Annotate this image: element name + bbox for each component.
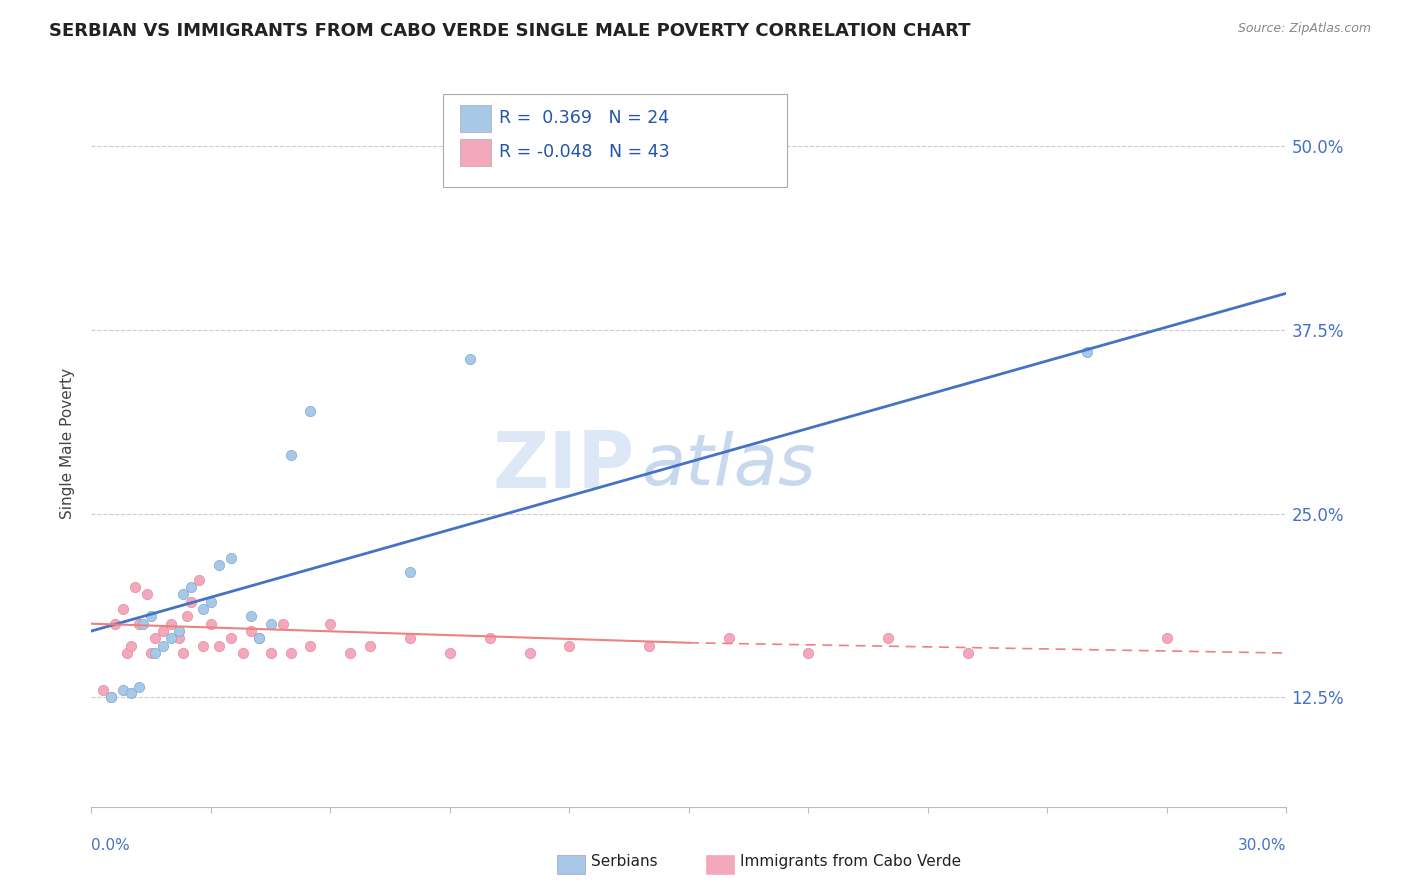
Point [115,646,138,660]
Point [100,690,122,705]
Point [188,573,211,587]
Point [1076,345,1098,359]
Point [167,624,190,638]
Point [219,550,242,565]
Point [191,602,214,616]
Point [132,616,155,631]
Point [167,632,190,646]
Point [359,639,381,653]
Point [200,616,222,631]
Point [120,639,142,653]
Text: 30.0%: 30.0% [1239,838,1286,853]
Point [141,609,162,624]
Point [478,632,501,646]
Point [180,580,202,594]
Point [239,609,262,624]
Point [280,448,302,462]
Point [112,602,135,616]
Point [160,632,183,646]
Point [638,639,661,653]
Point [877,632,900,646]
Point [124,580,146,594]
Point [100,690,122,705]
Point [136,587,159,601]
Point [259,616,281,631]
Text: ZIP: ZIP [494,427,636,504]
Text: 0.0%: 0.0% [91,838,131,853]
Point [219,632,242,646]
Point [247,632,270,646]
Point [271,616,294,631]
Point [519,646,541,660]
Point [339,646,361,660]
Point [141,646,162,660]
Point [128,680,150,694]
Point [172,587,194,601]
Text: Source: ZipAtlas.com: Source: ZipAtlas.com [1237,22,1371,36]
Text: R = -0.048   N = 43: R = -0.048 N = 43 [499,143,669,161]
Point [128,616,150,631]
Point [247,632,270,646]
Point [458,352,481,367]
Point [717,632,740,646]
Point [160,616,183,631]
Point [239,624,262,638]
Text: atlas: atlas [641,431,815,500]
Point [558,639,581,653]
Point [232,646,254,660]
Point [152,639,174,653]
Point [112,682,135,697]
Point [259,646,281,660]
Point [104,616,127,631]
Text: Serbians: Serbians [591,855,657,869]
Point [93,682,115,697]
Point [191,639,214,653]
Point [399,632,422,646]
Point [319,616,342,631]
Point [172,646,194,660]
Point [180,594,202,608]
Point [299,403,322,417]
Text: R =  0.369   N = 24: R = 0.369 N = 24 [499,109,669,127]
Point [439,646,461,660]
Point [399,566,422,580]
Y-axis label: Single Male Poverty: Single Male Poverty [60,368,76,519]
Point [143,646,166,660]
Point [208,558,231,572]
Point [956,646,979,660]
Point [152,624,174,638]
Point [176,609,198,624]
Point [1156,632,1178,646]
Point [120,686,142,700]
Text: SERBIAN VS IMMIGRANTS FROM CABO VERDE SINGLE MALE POVERTY CORRELATION CHART: SERBIAN VS IMMIGRANTS FROM CABO VERDE SI… [49,22,970,40]
Point [200,594,222,608]
Point [143,632,166,646]
Point [797,646,820,660]
Point [208,639,231,653]
Text: Immigrants from Cabo Verde: Immigrants from Cabo Verde [740,855,960,869]
Point [299,639,322,653]
Point [280,646,302,660]
